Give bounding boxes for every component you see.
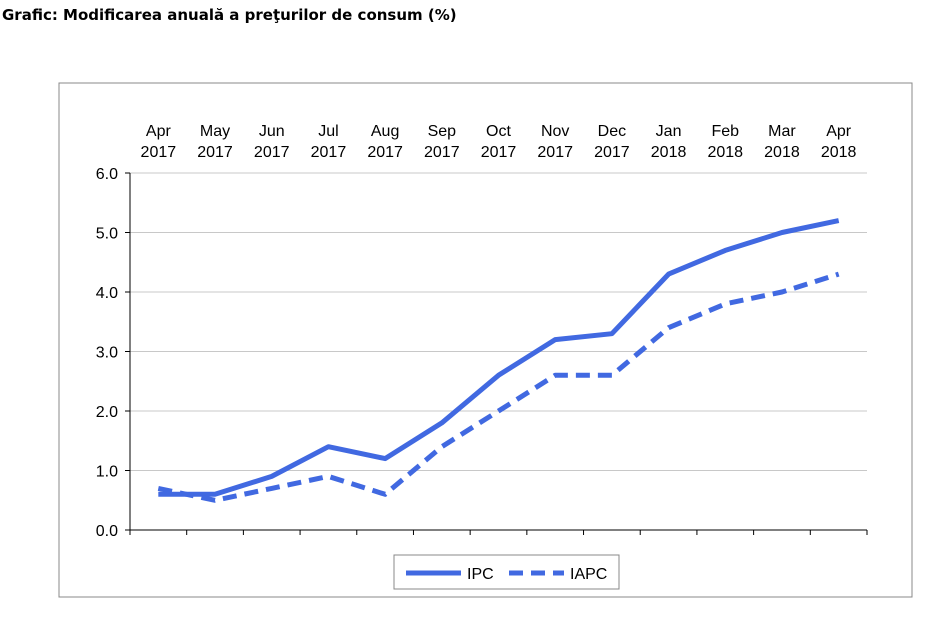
y-tick-label: 6.0 [96,166,118,183]
series-lines [157,218,840,503]
y-tick-label: 2.0 [96,404,118,421]
legend: IPC IAPC [393,554,620,590]
x-tick-label-year: 2017 [594,144,630,161]
x-tick-label-year: 2017 [481,144,517,161]
x-tick-label-month: Jul [318,123,338,140]
gridlines [130,172,867,471]
x-tick-label-year: 2018 [764,144,800,161]
chart-title: Grafic: Modificarea anuală a preţurilor … [2,6,457,24]
x-tick-label-year: 2017 [254,144,290,161]
x-tick-label-month: Apr [146,123,172,140]
legend-label-ipc: IPC [467,566,494,583]
x-tick-label-year: 2018 [821,144,857,161]
x-tick-label-month: Mar [768,123,796,140]
x-tick-label-year: 2017 [197,144,233,161]
x-tick-label-year: 2018 [707,144,743,161]
x-tick-label-month: Apr [826,123,852,140]
x-tick-label-year: 2017 [537,144,573,161]
x-tick-label-year: 2018 [651,144,687,161]
x-axis-ticks: Apr 2017 May 2017 Jun 2017 Jul 2017 Aug 2017 Sep 20… [129,123,868,535]
series-line-ipc [158,218,840,497]
x-tick-label-year: 2017 [311,144,347,161]
y-tick-label: 1.0 [96,464,118,481]
x-tick-label-year: 2017 [141,144,177,161]
x-tick-label-month: Dec [598,123,626,140]
chart-frame [58,82,913,598]
x-tick-label-month: Feb [711,123,739,140]
x-tick-label-month: May [200,123,230,140]
legend-label-iapc: IAPC [570,566,607,583]
x-tick-label-month: Oct [486,123,511,140]
x-tick-label-month: Sep [428,123,457,140]
series-line-iapc [157,271,840,503]
x-tick-label-month: Jan [656,123,682,140]
x-tick-label-year: 2017 [424,144,460,161]
x-tick-label-month: Aug [371,123,399,140]
x-tick-label-month: Nov [541,123,569,140]
y-tick-label: 0.0 [96,523,118,540]
y-tick-label: 5.0 [96,226,118,243]
y-tick-label: 4.0 [96,285,118,302]
y-axis-ticks: 0.0 1.0 2.0 3.0 4.0 5.0 6.0 [96,166,130,540]
x-tick-label-year: 2017 [367,144,403,161]
y-tick-label: 3.0 [96,345,118,362]
x-tick-label-month: Jun [259,123,285,140]
